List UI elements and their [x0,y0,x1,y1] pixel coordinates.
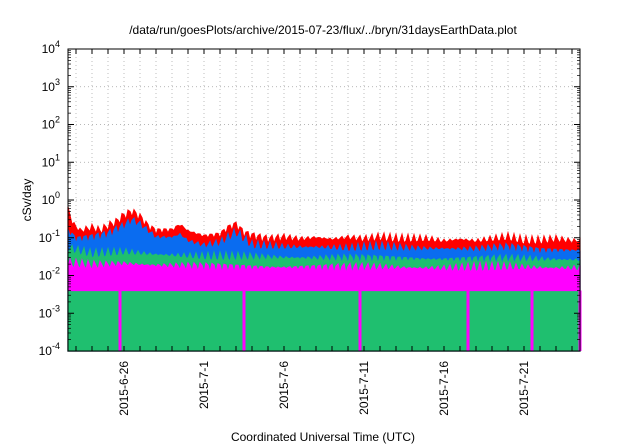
series-ff00ff-dropout [530,290,534,351]
y-tick-label: 104 [42,39,60,56]
chart-title: /data/run/goesPlots/archive/2015-07-23/f… [129,23,517,37]
y-tick-label: 10-2 [39,266,60,283]
x-tick-label: 2015-7-21 [517,361,531,416]
y-tick-label: 101 [42,152,60,169]
series-ff00ff-dropout [242,290,246,351]
y-axis: 10-4 10-3 10-2 10-1 100 101 102 103 104 [39,39,580,358]
x-tick-label: 2015-7-6 [277,361,291,409]
y-axis-label: cSv/day [20,179,34,222]
series-1fbf6f-area [67,243,581,352]
y-tick-label: 10-4 [39,341,60,358]
series-ff00ff-dropout [358,290,362,351]
series-ff00ff-dropout [466,290,470,351]
y-tick-label: 10-1 [39,228,60,245]
series-ff00ff-dropout [118,290,122,351]
x-tick-label: 2015-7-16 [437,361,451,416]
x-axis: 2015-6-26 2015-7-1 2015-7-6 2015-7-11 2015-7… [75,49,573,416]
x-tick-label: 2015-7-1 [197,361,211,409]
y-tick-label: 10-3 [39,303,60,320]
x-tick-label: 2015-6-26 [117,361,131,416]
y-tick-label: 100 [42,190,60,207]
y-tick-label: 102 [42,115,60,132]
series-ff00ff-area [67,257,581,292]
x-axis-label: Coordinated Universal Time (UTC) [231,430,415,444]
y-tick-label: 103 [42,77,60,94]
x-tick-label: 2015-7-11 [357,361,371,415]
series-layer [67,206,582,352]
